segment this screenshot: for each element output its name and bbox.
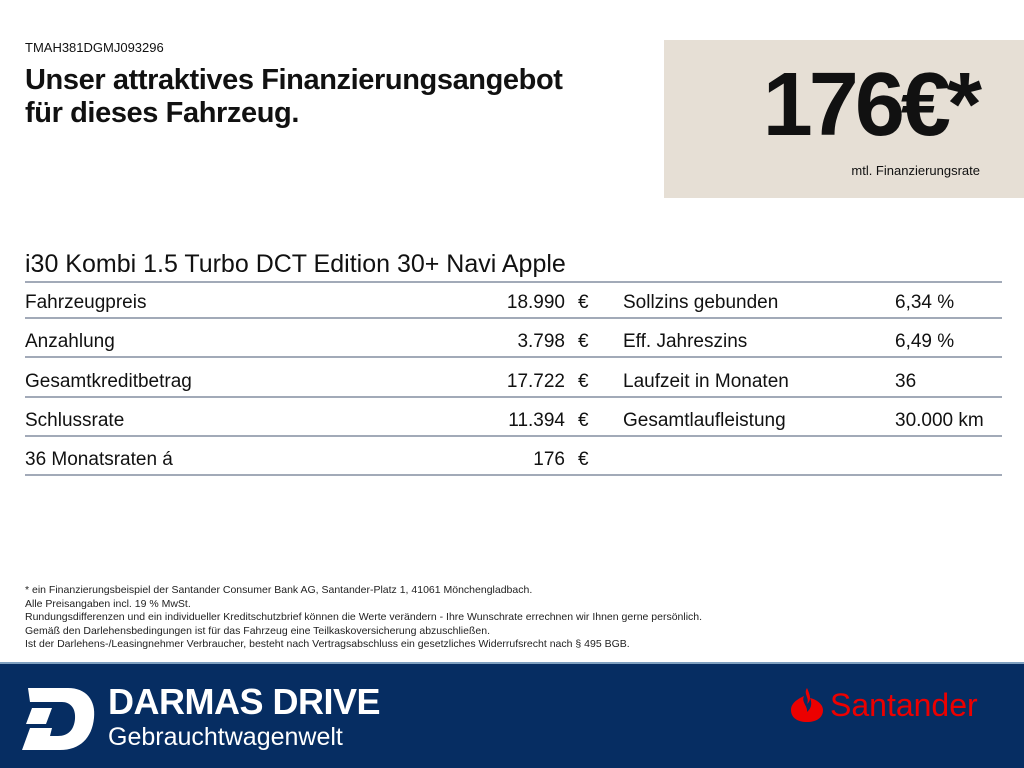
headline: Unser attraktives Finanzierungsangebot f… [25,64,655,130]
row-label: 36 Monatsraten á [25,449,173,471]
row-label-2: Sollzins gebunden [623,292,779,313]
row-value-2: 36 [895,370,917,392]
table-row: Gesamtkreditbetrag 17.722 € Laufzeit in Mon… [25,359,1002,398]
row-label-2: Eff. Jahreszins [623,331,748,353]
row-label: Schlussrate [25,409,125,431]
row-label: Gesamtkreditbetrag [25,370,192,392]
model-title: i30 Kombi 1.5 Turbo DCT Edition 30+ Navi… [25,249,1002,283]
row-value-2: 6,49 % [895,331,955,353]
vin: TMAH381DGMJ093296 [25,40,164,55]
table-row: Anzahlung 3.798 € Eff. Jahreszins 6,49 % [25,319,1002,359]
table-row: 36 Monatsraten á 176 € [25,437,1002,477]
row-label-2: Gesamtlaufleistung [623,409,786,431]
headline-line: Unser attraktives Finanzierungsangebot [25,64,563,96]
row-label-2: Laufzeit in Monaten [623,370,789,392]
row-value-2: 30.000 km [895,409,984,431]
row-value: 17.722 [506,370,565,392]
row-currency: € [578,292,589,313]
row-currency: € [578,409,589,431]
row-currency: € [578,449,589,471]
row-value-2: 6,34 % [895,292,955,313]
row-currency: € [578,331,589,353]
footer-banner: DARMAS DRIVE Gebrauchtwagenwelt Santande… [0,662,1024,768]
row-value: 11.394 [508,409,565,431]
footnote: Alle Preisangaben incl. 19 % MwSt. [25,597,191,610]
footnotes: * ein Finanzierungsbeispiel der Santande… [25,584,702,652]
row-value: 18.990 [506,292,565,313]
row-value: 3.798 [517,331,565,353]
footnote: Rundungsdifferenzen und ein individuelle… [25,611,703,623]
brand-name: DARMAS DRIVE [108,681,381,722]
price-box: 176€* mtl. Finanzierungsrate [664,40,1024,198]
monthly-price-label: mtl. Finanzierungsrate [851,163,980,178]
santander-logo: Santander [788,686,978,724]
footnote: Gemäß den Darlehensbedingungen ist für d… [25,624,490,637]
row-value: 176 [533,449,565,471]
santander-flame-icon [791,688,823,722]
footnote: * ein Finanzierungsbeispiel der Santande… [25,584,533,596]
row-label: Anzahlung [25,331,115,353]
santander-wordmark: Santander [830,686,978,723]
monthly-price: 176€* [762,55,982,155]
footnote: Ist der Darlehens-/Leasingnehmer Verbrau… [25,638,630,650]
headline-line: für dieses Fahrzeug. [25,97,300,129]
brand-subtitle: Gebrauchtwagenwelt [108,723,343,751]
table-row: Fahrzeugpreis 18.990 € Sollzins gebunden 6,3… [25,280,1002,319]
table-row: Schlussrate 11.394 € Gesamtlaufleistung 30.0… [25,398,1002,437]
row-currency: € [578,370,589,392]
darmas-d-logo-icon [22,688,95,750]
row-label: Fahrzeugpreis [25,292,147,313]
